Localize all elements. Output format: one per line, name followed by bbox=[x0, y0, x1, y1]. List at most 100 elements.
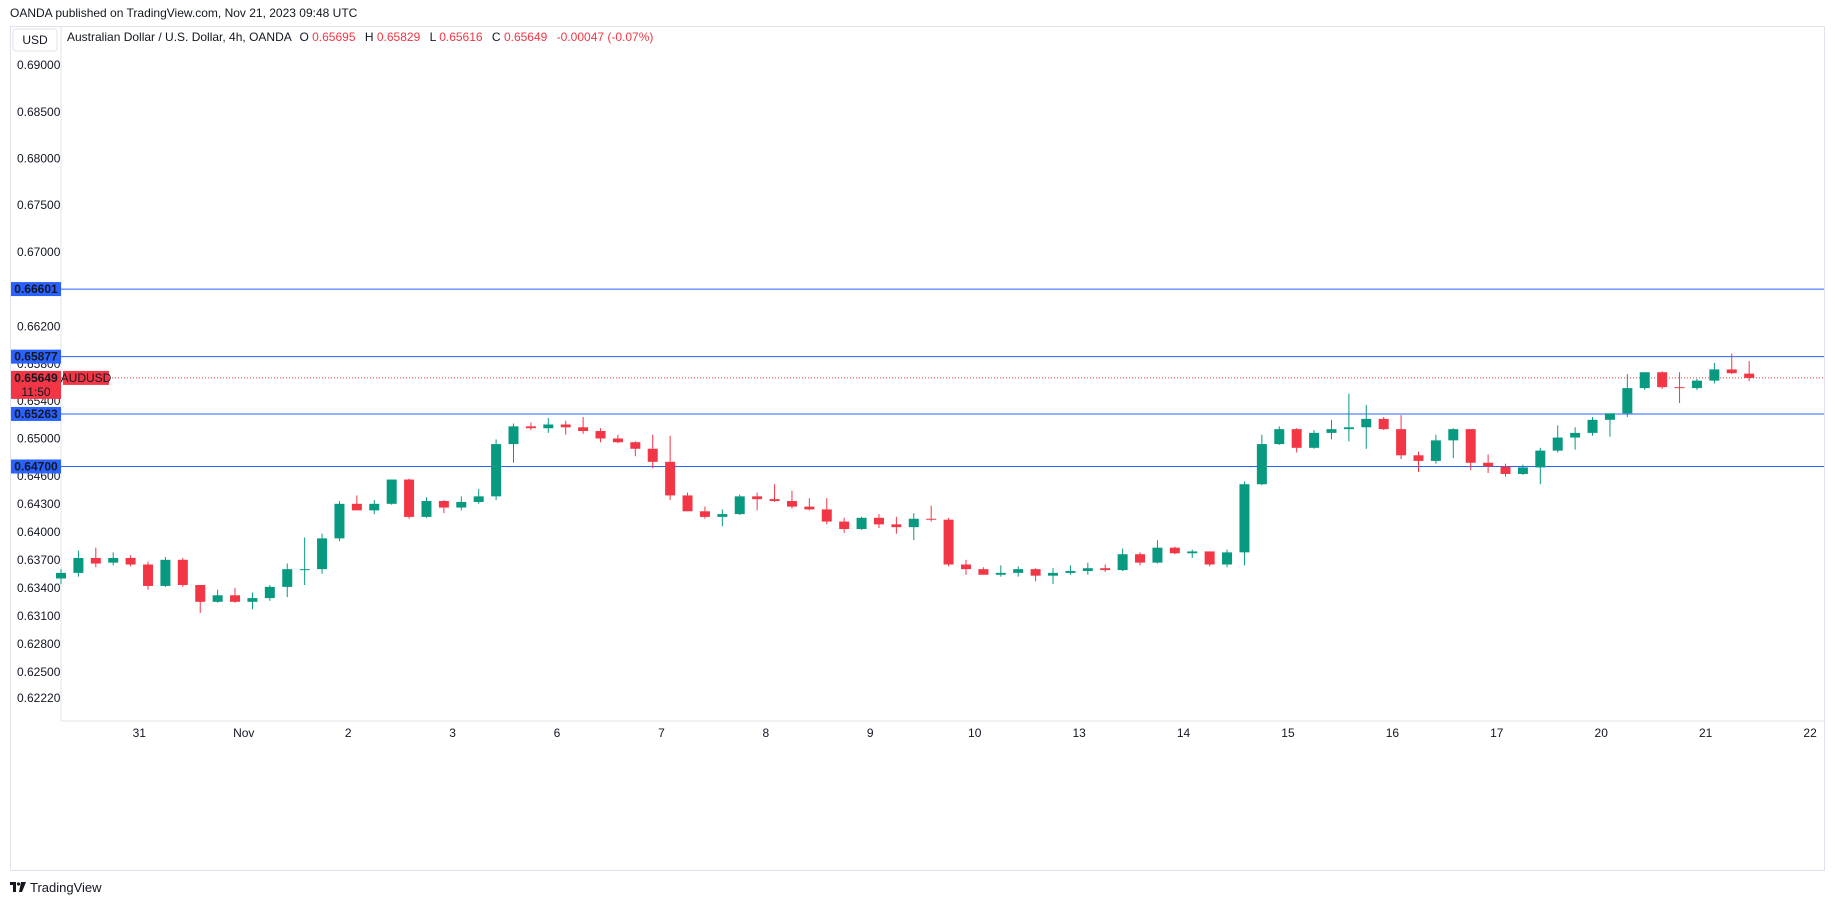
y-tick-label: 0.68500 bbox=[17, 105, 61, 119]
legend-close-value: 0.65649 bbox=[504, 30, 548, 44]
candle-body bbox=[1100, 568, 1111, 571]
legend-open-label: O bbox=[299, 30, 308, 44]
axes-layer bbox=[60, 27, 1824, 722]
candle-body bbox=[456, 501, 467, 508]
x-tick-label: 21 bbox=[1699, 726, 1713, 740]
current-price-tag bbox=[11, 370, 61, 399]
price-chart[interactable]: 0.69000 0.68500 0.68000 0.67500 0.67000 0.662… bbox=[11, 27, 1824, 870]
candle-body bbox=[1013, 569, 1024, 573]
y-tick-label: 0.67000 bbox=[17, 245, 61, 259]
candle-body bbox=[873, 517, 884, 525]
candle-body bbox=[473, 496, 484, 502]
candle-body bbox=[908, 518, 919, 528]
countdown-label: 11:50 bbox=[21, 385, 50, 399]
candle-body bbox=[160, 559, 171, 586]
chart-frame: 0.69000 0.68500 0.68000 0.67500 0.67000 0.662… bbox=[10, 26, 1825, 871]
candle-body bbox=[926, 518, 937, 520]
candle-body bbox=[491, 444, 502, 497]
y-tick-label: 0.66200 bbox=[17, 319, 61, 333]
candle-body bbox=[578, 427, 589, 432]
candle-body bbox=[1169, 547, 1180, 554]
candle-body bbox=[682, 495, 693, 512]
candle-body bbox=[943, 519, 954, 565]
candle-body bbox=[230, 595, 241, 602]
candle-body bbox=[1030, 569, 1041, 576]
candle-body bbox=[978, 569, 989, 575]
candle-body bbox=[960, 564, 971, 570]
candle-body bbox=[560, 424, 571, 428]
level-price-tag bbox=[11, 459, 61, 474]
candle-body bbox=[195, 585, 206, 602]
y-tick-label: 0.63100 bbox=[17, 609, 61, 623]
tradingview-logo[interactable]: TradingView bbox=[10, 880, 102, 895]
candle-body bbox=[1274, 429, 1285, 445]
level-price-tag bbox=[11, 406, 61, 421]
currency-button[interactable] bbox=[12, 28, 58, 52]
candle-body bbox=[1291, 429, 1302, 448]
candle-body bbox=[647, 448, 658, 462]
candle-body bbox=[1448, 429, 1459, 441]
candle-body bbox=[1483, 462, 1494, 467]
svg-text:Australian Dollar / U.S. Dolla: Australian Dollar / U.S. Dollar, 4h, OAN… bbox=[67, 30, 653, 44]
candle-body bbox=[1204, 551, 1215, 565]
candle-body bbox=[177, 559, 188, 586]
candle-body bbox=[1187, 551, 1198, 554]
y-tick-label: 0.63700 bbox=[17, 553, 61, 567]
candle-body bbox=[1709, 369, 1720, 381]
y-tick-label: 0.65000 bbox=[17, 431, 61, 445]
candle-body bbox=[699, 511, 710, 517]
candle-body bbox=[995, 572, 1006, 575]
candle-body bbox=[1726, 369, 1737, 374]
candle-body bbox=[125, 557, 136, 565]
candle-body bbox=[856, 517, 867, 530]
legend-open-value: 0.65695 bbox=[312, 30, 356, 44]
level-price-tag bbox=[11, 349, 61, 364]
level-price-tag bbox=[11, 282, 61, 297]
candle-body bbox=[108, 557, 119, 563]
candle-body bbox=[1552, 437, 1563, 451]
candle-body bbox=[1378, 418, 1389, 430]
candle-body bbox=[769, 499, 780, 502]
candle-body bbox=[1117, 554, 1128, 571]
candle-body bbox=[525, 426, 536, 429]
candle-body bbox=[1604, 413, 1615, 420]
level-price-label: 0.65263 bbox=[14, 407, 58, 421]
levels-layer bbox=[61, 288, 1824, 467]
candle-body bbox=[1135, 554, 1146, 563]
candle-body bbox=[543, 424, 554, 429]
candle-body bbox=[1256, 444, 1267, 485]
symbol-tag-label: AUDUSD bbox=[61, 371, 112, 385]
x-tick-label: 2 bbox=[345, 726, 352, 740]
candle-body bbox=[56, 572, 66, 579]
candle-body bbox=[1152, 547, 1163, 563]
candle-body bbox=[90, 557, 101, 564]
y-tick-label: 0.62800 bbox=[17, 637, 61, 651]
x-tick-label: 6 bbox=[554, 726, 561, 740]
x-tick-label: 22 bbox=[1803, 726, 1817, 740]
candle-body bbox=[1500, 466, 1511, 474]
y-tick-label: 0.63400 bbox=[17, 581, 61, 595]
candle-body bbox=[143, 564, 154, 586]
candle-body bbox=[264, 586, 275, 599]
candle-body bbox=[1048, 572, 1059, 576]
candle-body bbox=[1674, 387, 1685, 389]
candle-body bbox=[1309, 432, 1320, 448]
candle-body bbox=[1239, 484, 1250, 553]
y-tick-label: 0.64000 bbox=[17, 525, 61, 539]
level-price-label: 0.65877 bbox=[14, 350, 58, 364]
legend-symbol[interactable]: Australian Dollar / U.S. Dollar, 4h, OAN… bbox=[67, 30, 292, 44]
candle-body bbox=[334, 503, 345, 539]
candle-body bbox=[1413, 455, 1424, 461]
current-price-label: 0.65649 bbox=[14, 371, 58, 385]
candles-layer bbox=[56, 353, 1755, 614]
legend-low-value: 0.65616 bbox=[439, 30, 483, 44]
y-tick-label: 0.62220 bbox=[17, 691, 61, 705]
candle-body bbox=[1465, 429, 1476, 463]
candle-body bbox=[1361, 418, 1372, 428]
x-tick-label: 3 bbox=[449, 726, 456, 740]
tradingview-logo-text: TradingView bbox=[30, 880, 102, 895]
candle-body bbox=[630, 442, 641, 449]
candle-body bbox=[612, 438, 623, 443]
candle-body bbox=[247, 598, 258, 602]
y-tick-label: 0.69000 bbox=[17, 58, 61, 72]
